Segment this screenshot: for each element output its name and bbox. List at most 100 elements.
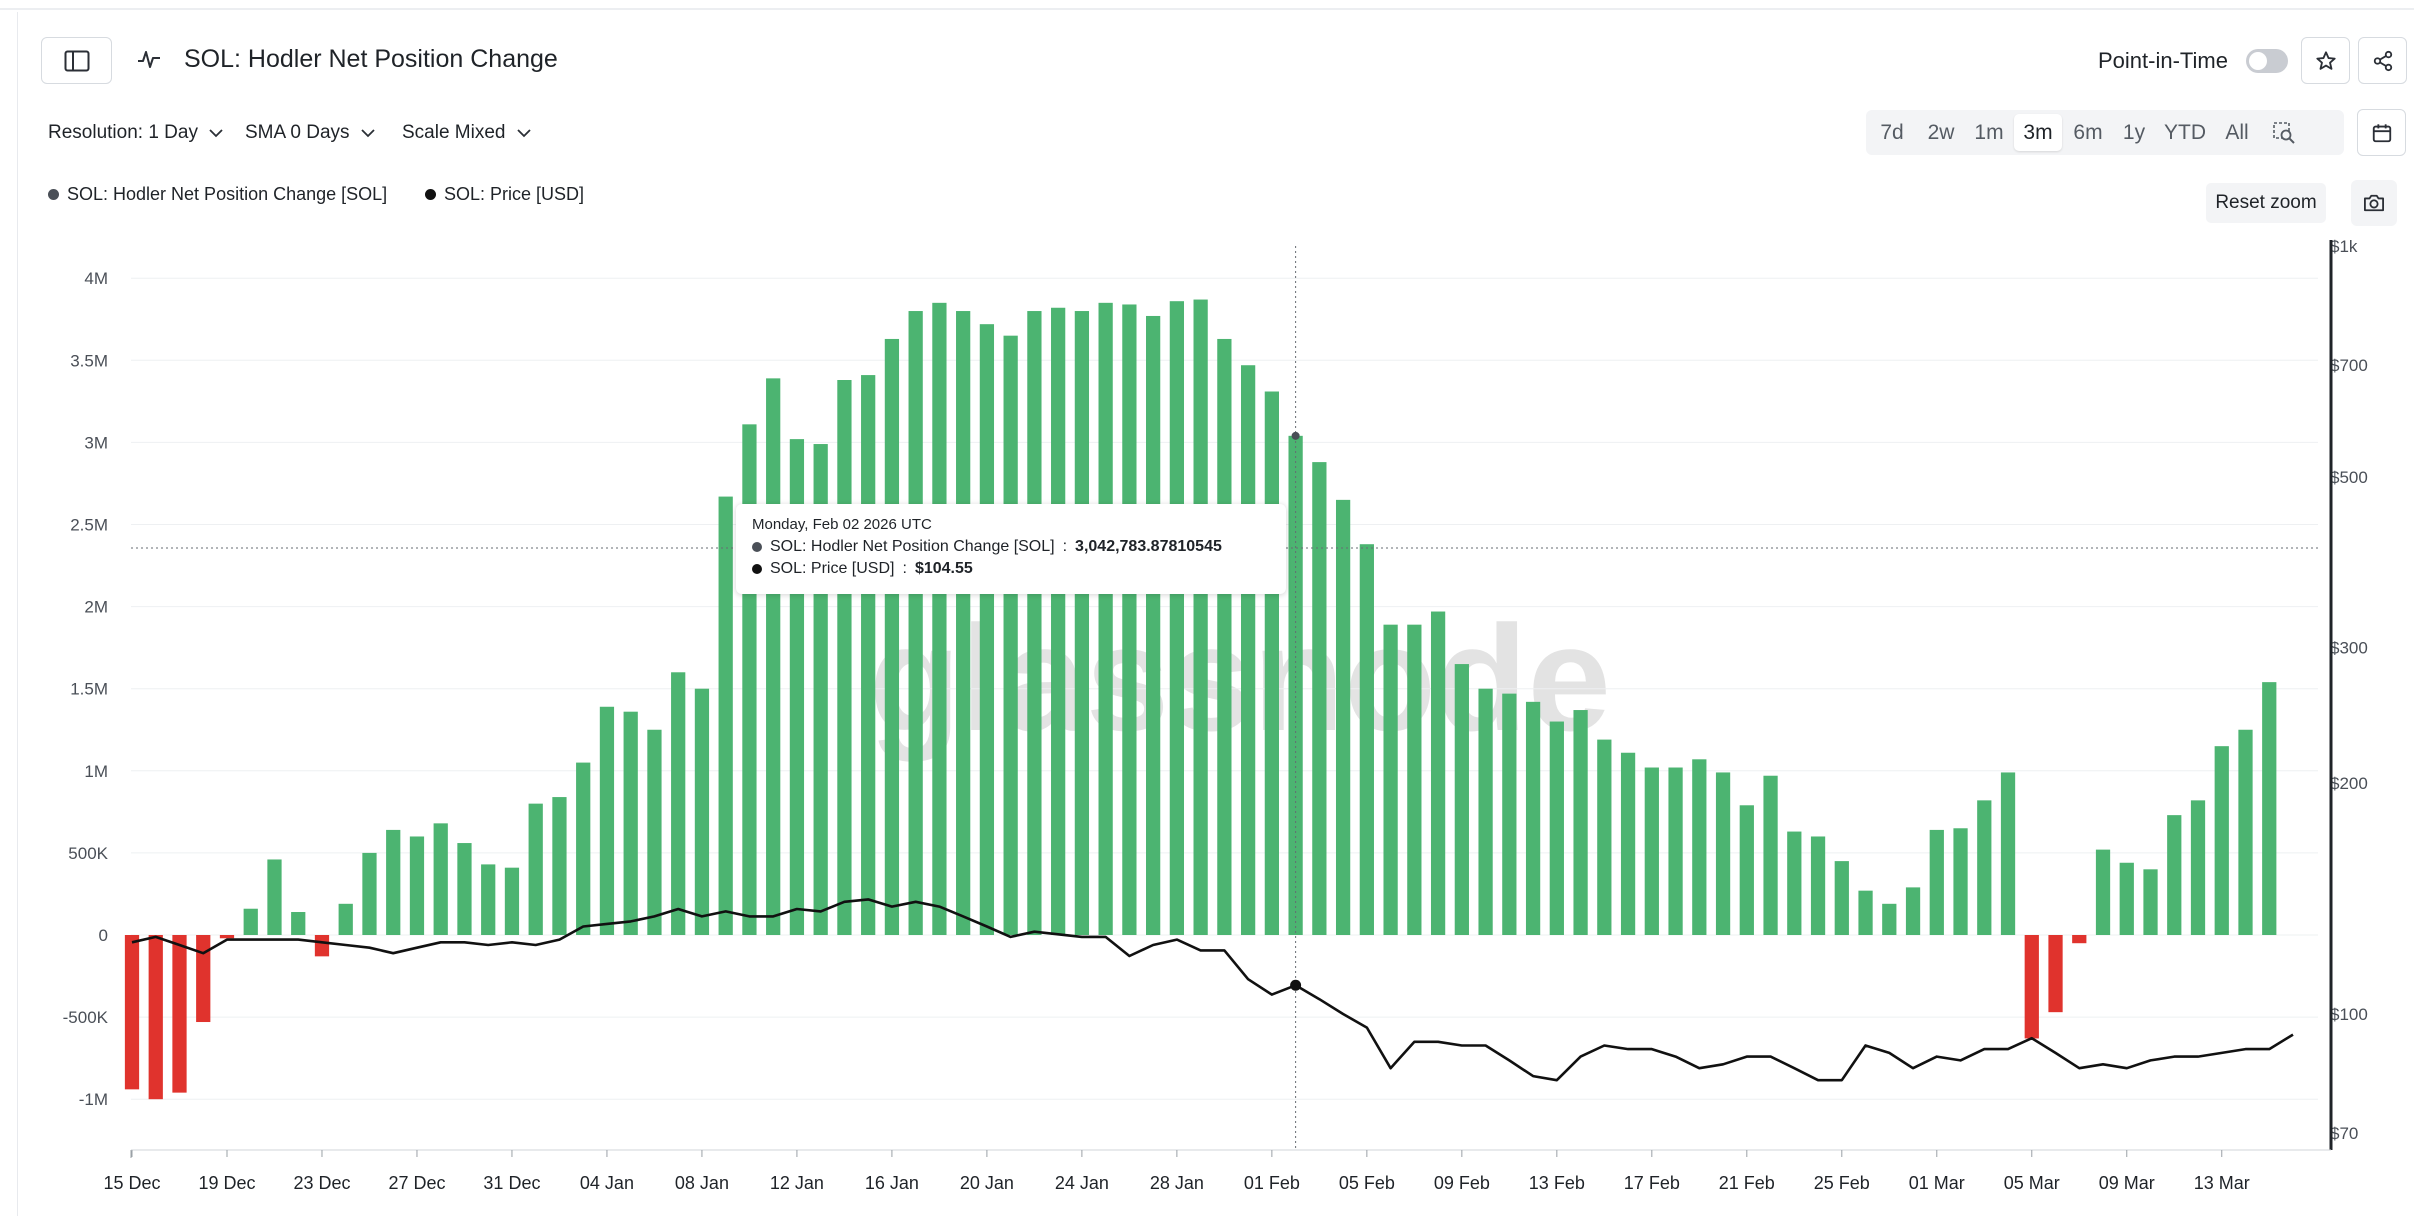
bar <box>694 688 710 935</box>
metric-pulse-icon <box>138 51 160 68</box>
share-icon <box>2373 50 2392 71</box>
resolution-dropdown[interactable]: Resolution: 1 Day <box>48 122 224 144</box>
range-1m-button[interactable]: 1m <box>1974 120 2004 144</box>
scale-label: Scale Mixed <box>402 122 506 143</box>
legend-item-net-position[interactable]: SOL: Hodler Net Position Change [SOL] <box>48 184 387 205</box>
bar <box>1407 624 1422 935</box>
bar <box>1312 462 1327 935</box>
sidebar-icon <box>64 50 89 71</box>
bar <box>1525 701 1541 935</box>
bar <box>172 935 187 1093</box>
bar <box>671 672 686 935</box>
y-left-tick-label: 4M <box>84 269 108 288</box>
bar <box>1977 800 1992 935</box>
bar <box>1122 304 1137 935</box>
y-left-tick-label: -1M <box>79 1090 108 1109</box>
bar <box>481 864 496 935</box>
bar <box>1383 624 1398 935</box>
tooltip-net-value: 3,042,783.87810545 <box>1075 538 1222 555</box>
range-all-button[interactable]: All <box>2225 120 2249 144</box>
bar <box>1929 829 1944 935</box>
zoom-area-icon <box>2273 121 2295 144</box>
watermark: glassnode <box>869 594 1611 762</box>
tooltip-net-row: SOL: Hodler Net Position Change [SOL]: 3… <box>752 538 1222 556</box>
bar <box>742 424 757 935</box>
legend-dot-price <box>425 189 436 200</box>
x-tick-label: 09 Feb <box>1434 1173 1490 1193</box>
point-in-time-label: Point-in-Time <box>2098 48 2228 73</box>
bar <box>1240 365 1256 935</box>
tooltip-price-dot <box>752 564 762 574</box>
toggle-sidebar-button[interactable] <box>41 37 112 84</box>
x-tick-label: 23 Dec <box>293 1173 350 1193</box>
bar <box>291 912 306 935</box>
point-in-time-toggle[interactable] <box>2246 49 2288 73</box>
range-1y-button[interactable]: 1y <box>2122 120 2146 144</box>
bar <box>1549 721 1564 935</box>
bar <box>2214 746 2229 935</box>
y-right-tick-label: $700 <box>2330 356 2368 375</box>
bar <box>1953 828 1968 935</box>
tooltip-net-dot <box>752 542 762 552</box>
y-right-tick-label: $100 <box>2330 1005 2368 1024</box>
calendar-button[interactable] <box>2357 109 2406 156</box>
bar <box>1003 335 1018 935</box>
bar <box>1739 805 1754 935</box>
hover-price-dot <box>1290 979 1302 991</box>
bar <box>1810 836 1826 935</box>
bar <box>552 797 567 935</box>
chevron-down-icon <box>209 129 223 138</box>
y-left-tick-label: 1M <box>84 762 108 781</box>
x-tick-label: 13 Mar <box>2194 1173 2250 1193</box>
bar <box>1668 767 1683 935</box>
bar <box>1051 307 1066 936</box>
range-6m-button[interactable]: 6m <box>2073 120 2103 144</box>
bar <box>623 711 638 935</box>
legend-item-price[interactable]: SOL: Price [USD] <box>425 184 584 205</box>
bar <box>504 867 520 935</box>
range-3m-button[interactable]: 3m <box>2014 114 2062 151</box>
bar <box>314 935 330 957</box>
tooltip-net-label: SOL: Hodler Net Position Change [SOL] <box>770 538 1055 555</box>
bar <box>2262 682 2277 935</box>
bar <box>1502 693 1517 935</box>
bar <box>956 311 971 935</box>
bar <box>124 935 140 1090</box>
tooltip-price-label: SOL: Price [USD] <box>770 560 895 577</box>
bar <box>979 324 995 935</box>
y-left-tick-label: 3M <box>84 433 108 452</box>
bar <box>1787 831 1802 935</box>
x-tick-label: 04 Jan <box>580 1173 634 1193</box>
bar <box>1027 311 1042 935</box>
range-2w-button[interactable]: 2w <box>1927 120 1955 144</box>
bar <box>196 935 211 1023</box>
bar <box>362 852 377 935</box>
range-ytd-button[interactable]: YTD <box>2164 120 2206 144</box>
bar <box>2143 869 2158 935</box>
x-tick-label: 05 Feb <box>1339 1173 1395 1193</box>
calendar-icon <box>2372 123 2391 142</box>
x-tick-label: 31 Dec <box>483 1173 540 1193</box>
bar <box>1264 391 1279 935</box>
screenshot-button[interactable] <box>2351 180 2397 226</box>
zoom-select-button[interactable] <box>2264 114 2304 151</box>
reset-zoom-button[interactable]: Reset zoom <box>2206 183 2326 223</box>
bar <box>1193 299 1208 935</box>
scale-dropdown[interactable]: Scale Mixed <box>402 122 532 144</box>
bar <box>219 935 235 939</box>
bar <box>338 903 353 935</box>
sma-dropdown[interactable]: SMA 0 Days <box>245 122 376 144</box>
bar <box>457 843 472 935</box>
share-button[interactable] <box>2358 37 2407 84</box>
range-7d-button[interactable]: 7d <box>1880 120 1904 144</box>
bar <box>599 706 615 935</box>
bar <box>243 908 258 935</box>
bar <box>2167 815 2182 935</box>
tooltip-price-row: SOL: Price [USD]: $104.55 <box>752 560 973 578</box>
bar <box>1074 311 1090 935</box>
favorite-button[interactable] <box>2301 37 2350 84</box>
y-right-tick-label: $200 <box>2330 774 2368 793</box>
bar <box>908 311 923 935</box>
y-left-tick-label: 1.5M <box>70 680 108 699</box>
